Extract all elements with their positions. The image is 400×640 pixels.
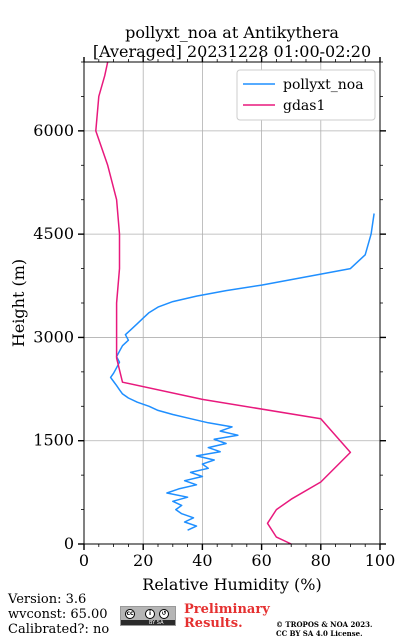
x-tick-label: 60 — [251, 551, 271, 570]
y-tick-label: 1500 — [33, 431, 74, 450]
y-tick-label: 3000 — [33, 327, 74, 346]
calibrated-text: Calibrated?: no — [8, 622, 110, 637]
x-tick-label: 80 — [311, 551, 331, 570]
x-tick-label: 40 — [192, 551, 212, 570]
grid — [83, 62, 381, 545]
chart-title: pollyxt_noa at Antikythera — [125, 23, 339, 42]
copyright-notice: © TROPOS & NOA 2023. CC BY SA 4.0 Licens… — [276, 620, 372, 638]
preliminary-results: Preliminary Results. — [184, 603, 270, 631]
axes-frame — [83, 61, 381, 545]
y-tick-label: 0 — [64, 534, 74, 553]
copyright-line-2: CC BY SA 4.0 License. — [276, 629, 363, 638]
x-tick-label: 0 — [79, 551, 89, 570]
axes: 0 20 40 60 80 100 0 1500 3000 4500 6000 — [33, 57, 395, 570]
y-axis-label: Height (m) — [9, 259, 28, 347]
x-axis-label: Relative Humidity (%) — [142, 575, 321, 594]
cc-by-sa-icon: cc i ↺ BY SA — [120, 606, 176, 626]
legend-box — [236, 69, 376, 121]
copyright-line-1: © TROPOS & NOA 2023. — [276, 620, 373, 629]
wvconst-text: wvconst: 65.00 — [8, 607, 108, 622]
chart-subtitle: [Averaged] 20231228 01:00-02:20 — [93, 42, 371, 61]
preliminary-line-2: Results. — [184, 616, 243, 631]
series-line-pollyxt_noa — [109, 213, 375, 531]
y-tick-label: 6000 — [33, 121, 74, 140]
series-line-gdas1 — [95, 61, 352, 545]
version-text: Version: 3.6 — [8, 592, 87, 607]
legend-label-gdas1: gdas1 — [283, 98, 325, 114]
plot-area — [95, 61, 375, 545]
y-tick-label: 4500 — [33, 224, 74, 243]
legend: pollyxt_noa gdas1 — [236, 69, 376, 121]
x-tick-label: 100 — [365, 551, 396, 570]
legend-label-pollyxt: pollyxt_noa — [283, 77, 364, 93]
x-tick-label: 20 — [133, 551, 153, 570]
preliminary-line-1: Preliminary — [184, 602, 270, 617]
